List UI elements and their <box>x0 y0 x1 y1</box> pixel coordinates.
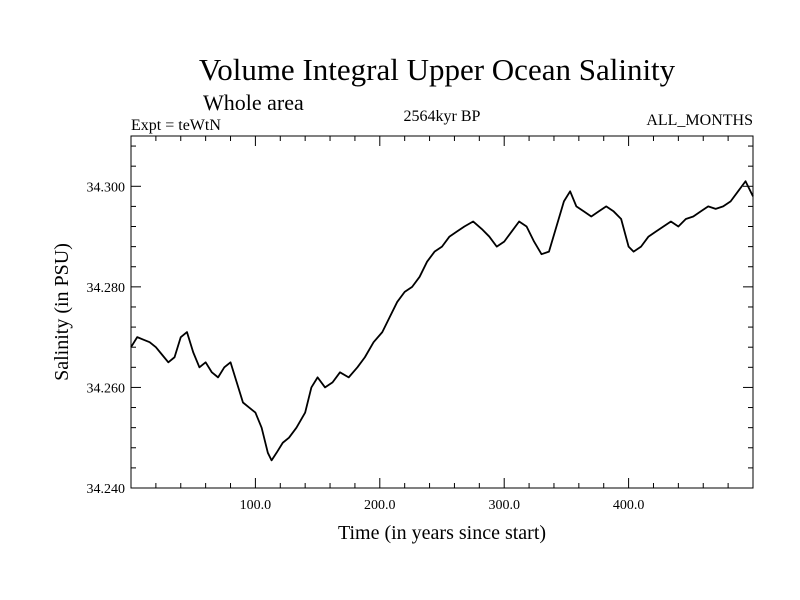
x-tick-label: 200.0 <box>364 498 396 513</box>
chart-subtitle: Whole area <box>203 90 304 115</box>
y-tick-label: 34.300 <box>87 180 126 195</box>
chart-title: Volume Integral Upper Ocean Salinity <box>199 52 676 87</box>
y-tick-label: 34.240 <box>87 482 126 497</box>
months-label: ALL_MONTHS <box>646 112 753 129</box>
series-line <box>130 180 754 462</box>
time-label: 2564kyr BP <box>404 108 481 125</box>
axis-tick-labels: 100.0 200.0 300.0 400.0 34.240 34.260 34.280 34… <box>87 180 645 513</box>
axis-ticks <box>131 136 753 489</box>
x-tick-label: 300.0 <box>488 498 520 513</box>
y-tick-label: 34.280 <box>87 281 126 296</box>
y-tick-label: 34.260 <box>87 381 126 396</box>
x-tick-label: 100.0 <box>240 498 272 513</box>
experiment-label: Expt = teWtN <box>131 117 221 134</box>
plot-frame <box>130 135 754 489</box>
data-series <box>130 180 754 462</box>
x-tick-label: 400.0 <box>613 498 645 513</box>
x-axis-label: Time (in years since start) <box>338 522 546 544</box>
y-axis-label: Salinity (in PSU) <box>51 243 73 381</box>
